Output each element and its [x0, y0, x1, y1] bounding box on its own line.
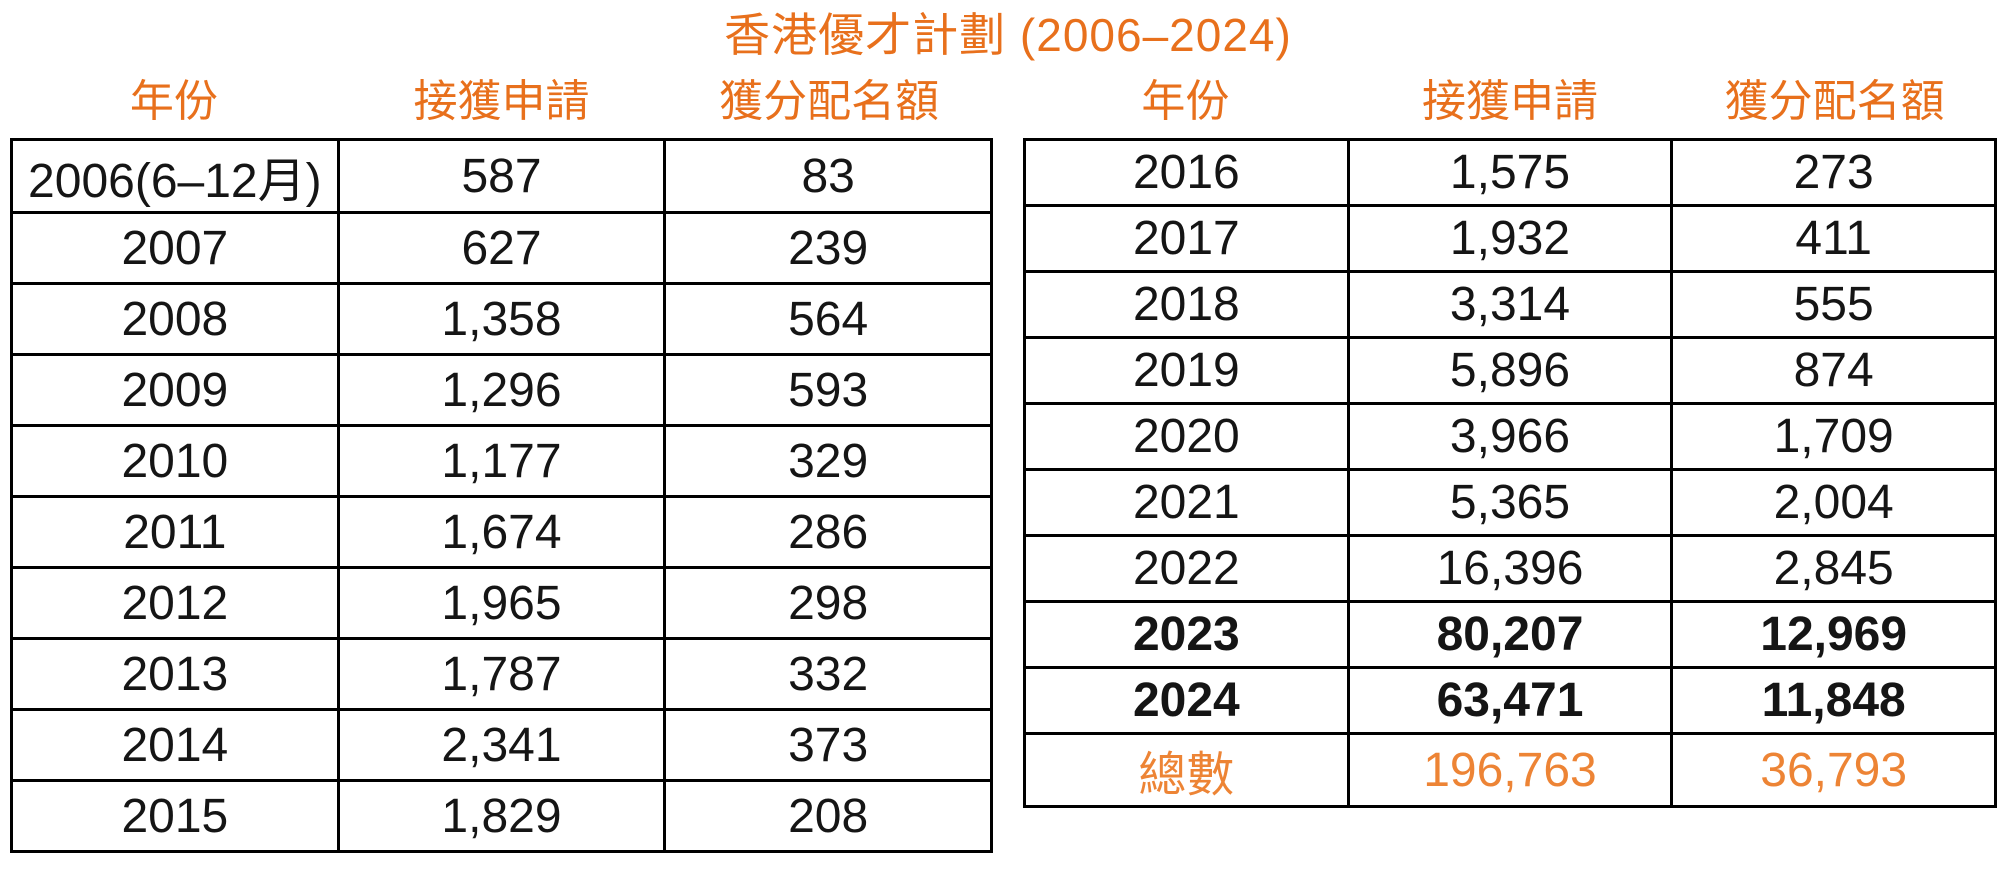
applications-cell: 5,896	[1346, 336, 1674, 405]
page-title: 香港優才計劃 (2006–2024)	[724, 9, 1292, 61]
year-cell: 2019	[1023, 336, 1350, 405]
column-headers-right: 年份 接獲申請 獲分配名額	[1023, 74, 1997, 126]
year-cell: 2006(6–12月)	[10, 138, 340, 214]
applications-cell: 196,763	[1346, 732, 1674, 808]
quota-cell: 564	[663, 282, 993, 356]
applications-cell: 80,207	[1346, 600, 1674, 669]
applications-cell: 1,787	[336, 637, 667, 711]
quota-cell: 83	[663, 138, 993, 214]
table-panel-2016-2024: 年份 接獲申請 獲分配名額 2016 1,575 273 2017 1,932 411 20…	[1023, 62, 1997, 808]
quality-migrant-scheme-page: 香港優才計劃 (2006–2024) 年份 接獲申請 獲分配名額 2006(6–…	[0, 8, 2016, 853]
column-header-year: 年份	[129, 77, 218, 126]
column-header-quota: 獲分配名額	[1724, 77, 1945, 126]
quota-cell: 2,004	[1670, 468, 1997, 537]
applications-cell: 1,296	[336, 353, 667, 427]
applications-cell: 1,177	[336, 424, 667, 498]
year-cell: 2009	[10, 353, 340, 427]
year-cell: 2016	[1023, 138, 1350, 207]
year-cell: 總數	[1023, 732, 1350, 808]
quota-cell: 373	[663, 708, 993, 782]
year-cell: 2011	[10, 495, 340, 569]
table-row: 2010 1,177 329	[10, 424, 993, 498]
quota-cell: 593	[663, 353, 993, 427]
column-header-quota: 獲分配名額	[719, 77, 940, 126]
table-row: 2018 3,314 555	[1023, 270, 1997, 339]
table-row: 2015 1,829 208	[10, 779, 993, 853]
applications-cell: 16,396	[1346, 534, 1674, 603]
year-cell: 2013	[10, 637, 340, 711]
quota-cell: 208	[663, 779, 993, 853]
applications-cell: 1,358	[336, 282, 667, 356]
quota-cell: 329	[663, 424, 993, 498]
applications-cell: 1,965	[336, 566, 667, 640]
table-row: 2024 63,471 11,848	[1023, 666, 1997, 735]
table-row: 2023 80,207 12,969	[1023, 600, 1997, 669]
table-row: 2013 1,787 332	[10, 637, 993, 711]
table-row: 2022 16,396 2,845	[1023, 534, 1997, 603]
year-cell: 2010	[10, 424, 340, 498]
applications-cell: 627	[336, 211, 667, 285]
year-cell: 2022	[1023, 534, 1350, 603]
year-cell: 2012	[10, 566, 340, 640]
data-table-2006-2015: 2006(6–12月) 587 83 2007 627 239 2008 1,358 564 20…	[10, 138, 993, 853]
quota-cell: 874	[1670, 336, 1997, 405]
table-row: 2012 1,965 298	[10, 566, 993, 640]
quota-cell: 11,848	[1670, 666, 1997, 735]
applications-cell: 587	[336, 138, 667, 214]
quota-cell: 239	[663, 211, 993, 285]
applications-cell: 1,932	[1346, 204, 1674, 273]
quota-cell: 411	[1670, 204, 1997, 273]
quota-cell: 273	[1670, 138, 1997, 207]
year-cell: 2017	[1023, 204, 1350, 273]
applications-cell: 3,966	[1346, 402, 1674, 471]
quota-cell: 12,969	[1670, 600, 1997, 669]
quota-cell: 298	[663, 566, 993, 640]
table-row: 2007 627 239	[10, 211, 993, 285]
table-row: 2020 3,966 1,709	[1023, 402, 1997, 471]
year-cell: 2018	[1023, 270, 1350, 339]
applications-cell: 3,314	[1346, 270, 1674, 339]
table-row: 2019 5,896 874	[1023, 336, 1997, 405]
table-row: 2014 2,341 373	[10, 708, 993, 782]
applications-cell: 5,365	[1346, 468, 1674, 537]
quota-cell: 286	[663, 495, 993, 569]
tables-container: 年份 接獲申請 獲分配名額 2006(6–12月) 587 83 2007 627 239…	[0, 62, 2016, 853]
table-row: 2021 5,365 2,004	[1023, 468, 1997, 537]
table-row: 2016 1,575 273	[1023, 138, 1997, 207]
table-row: 2006(6–12月) 587 83	[10, 138, 993, 214]
year-cell: 2015	[10, 779, 340, 853]
column-header-year: 年份	[1141, 77, 1230, 126]
total-row: 總數 196,763 36,793	[1023, 732, 1997, 808]
quota-cell: 36,793	[1670, 732, 1997, 808]
year-cell: 2023	[1023, 600, 1350, 669]
applications-cell: 1,575	[1346, 138, 1674, 207]
applications-cell: 1,829	[336, 779, 667, 853]
applications-cell: 1,674	[336, 495, 667, 569]
column-header-applications: 接獲申請	[413, 77, 590, 126]
data-table-2016-2024: 2016 1,575 273 2017 1,932 411 2018 3,314 555 2019…	[1023, 138, 1997, 808]
table-row: 2009 1,296 593	[10, 353, 993, 427]
quota-cell: 2,845	[1670, 534, 1997, 603]
quota-cell: 1,709	[1670, 402, 1997, 471]
year-cell: 2021	[1023, 468, 1350, 537]
year-cell: 2008	[10, 282, 340, 356]
quota-cell: 332	[663, 637, 993, 711]
applications-cell: 2,341	[336, 708, 667, 782]
applications-cell: 63,471	[1346, 666, 1674, 735]
column-header-applications: 接獲申請	[1422, 77, 1598, 126]
table-panel-2006-2015: 年份 接獲申請 獲分配名額 2006(6–12月) 587 83 2007 627 239…	[10, 62, 993, 853]
year-cell: 2014	[10, 708, 340, 782]
quota-cell: 555	[1670, 270, 1997, 339]
column-headers-left: 年份 接獲申請 獲分配名額	[10, 74, 993, 126]
year-cell: 2024	[1023, 666, 1350, 735]
table-row: 2008 1,358 564	[10, 282, 993, 356]
year-cell: 2007	[10, 211, 340, 285]
year-cell: 2020	[1023, 402, 1350, 471]
table-row: 2011 1,674 286	[10, 495, 993, 569]
table-row: 2017 1,932 411	[1023, 204, 1997, 273]
